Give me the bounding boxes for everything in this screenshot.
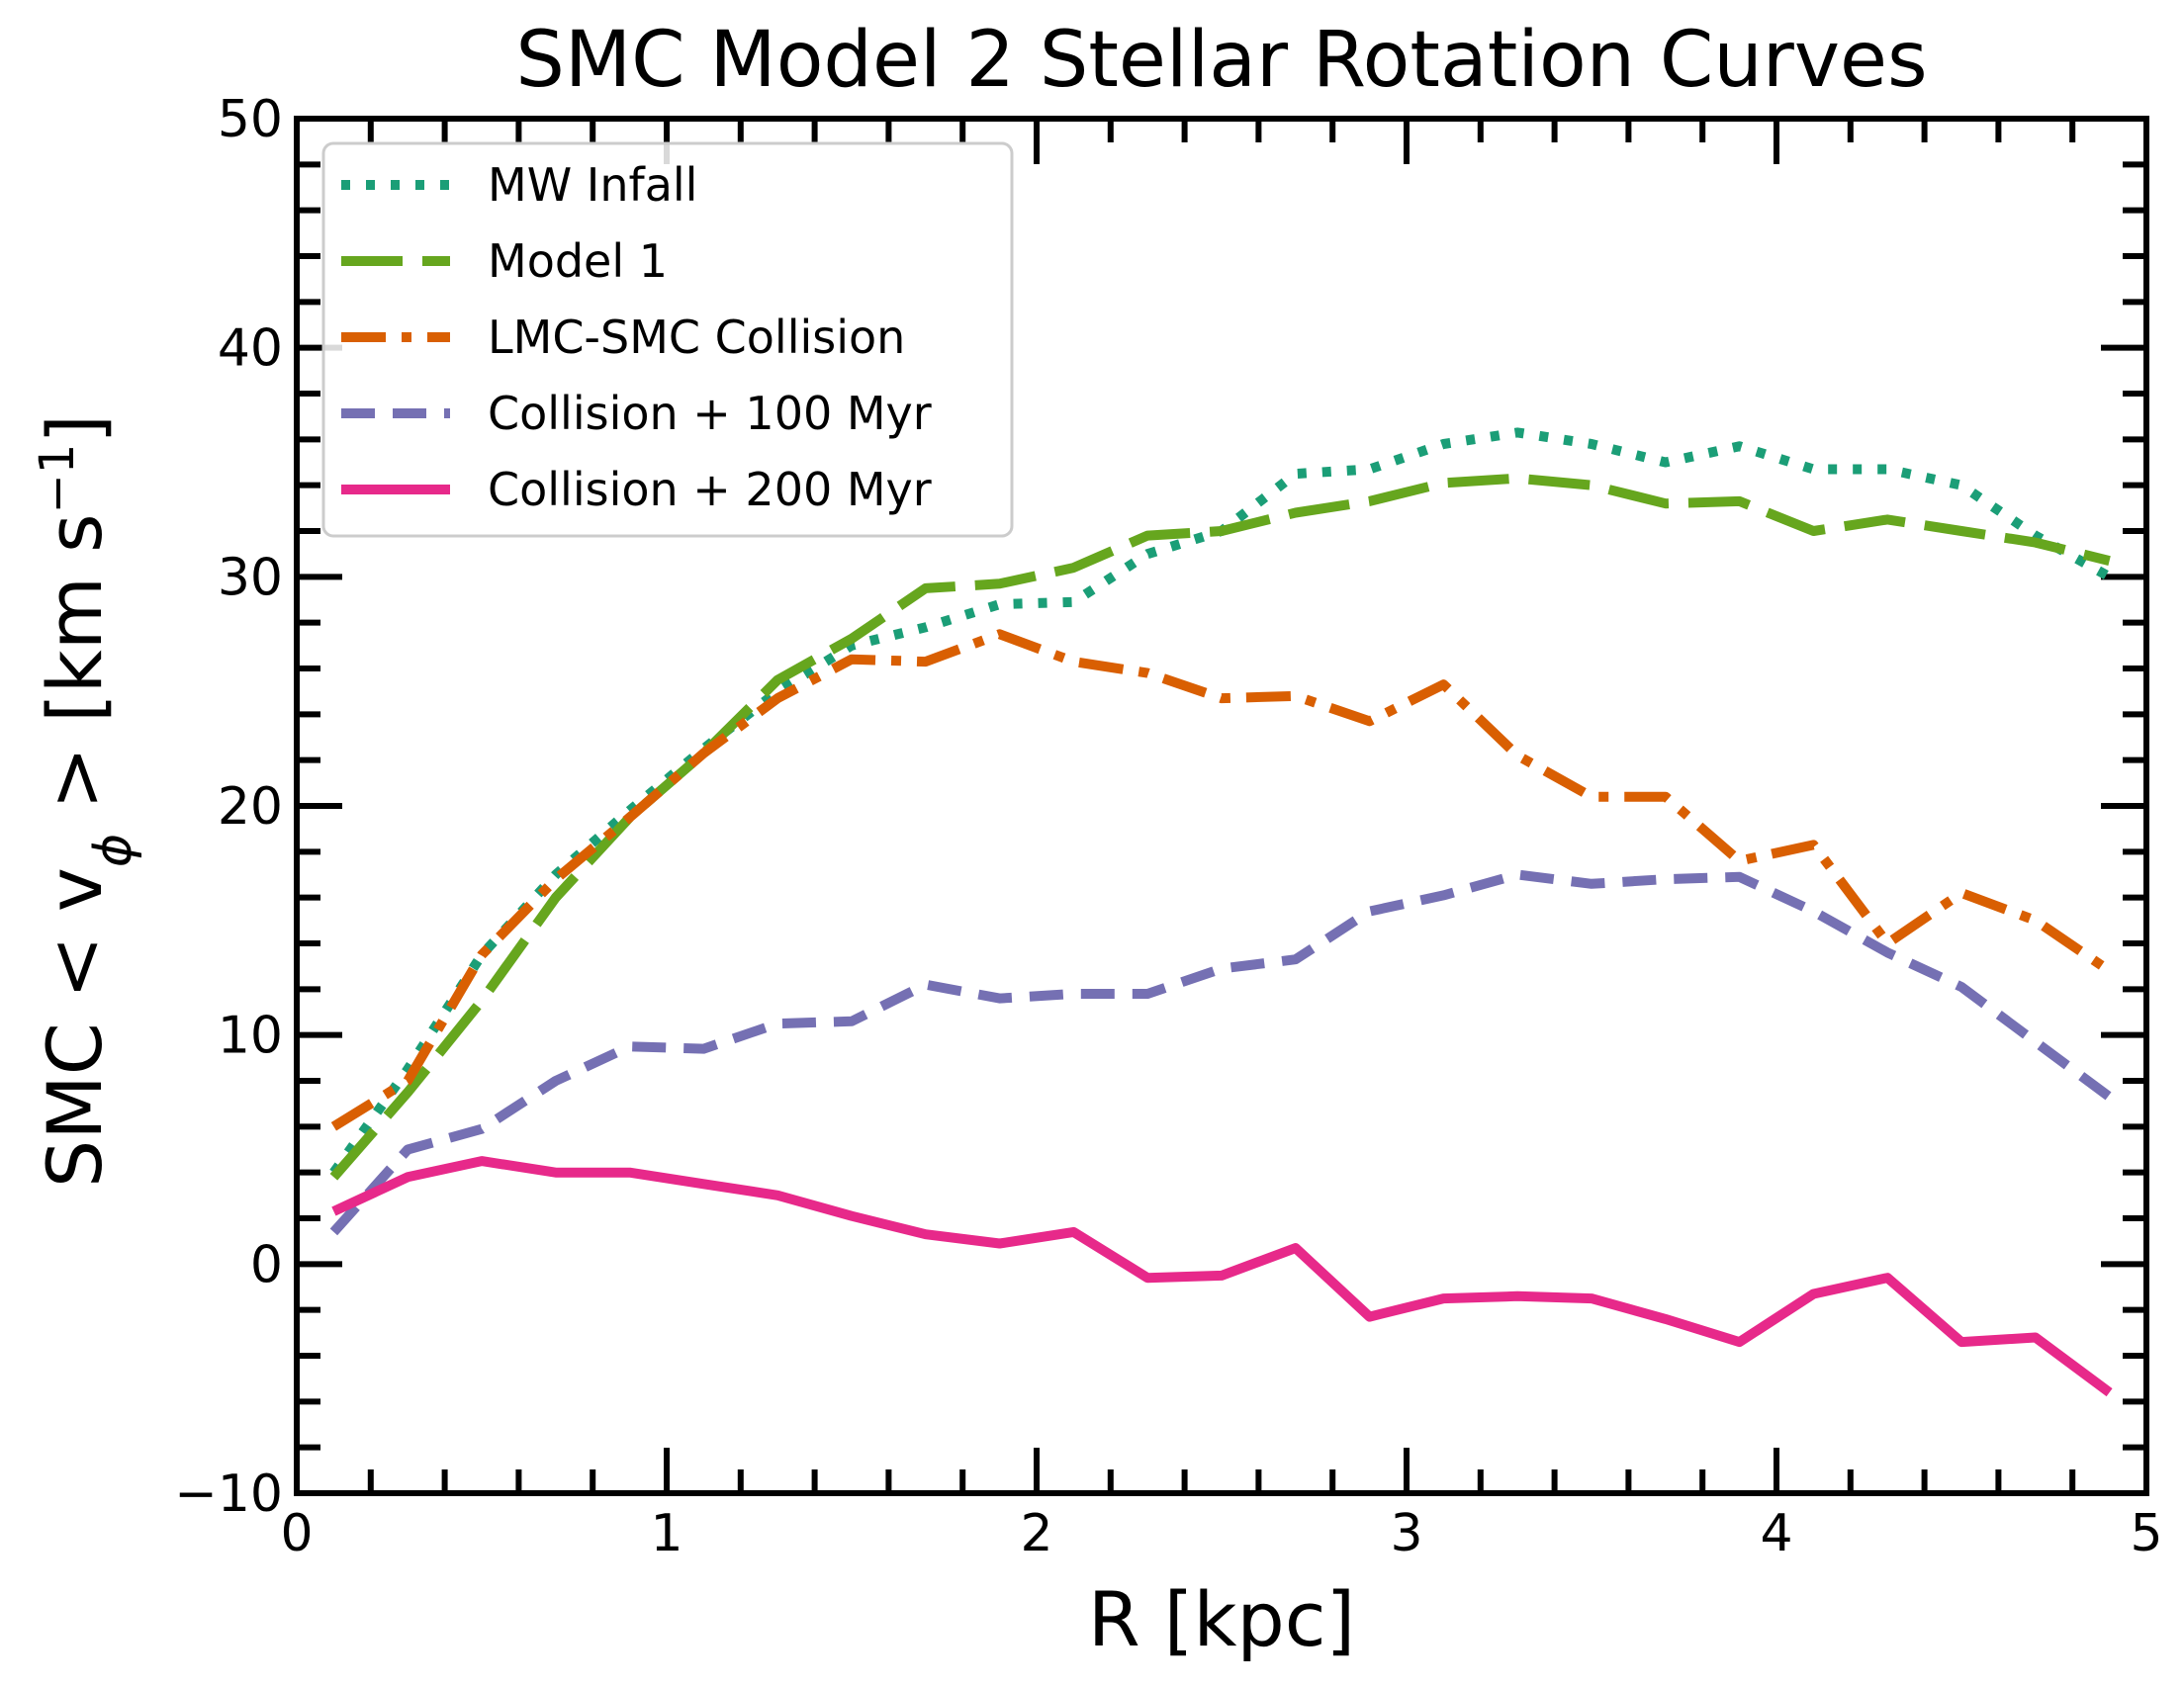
series-line-collision-100-myr — [329, 869, 2113, 1236]
x-tick-label: 2 — [1020, 1504, 1052, 1563]
x-tick-label: 4 — [1760, 1504, 1792, 1563]
y-tick-label: 50 — [218, 90, 283, 149]
x-tick-label: 3 — [1390, 1504, 1422, 1563]
x-tick-label: 1 — [650, 1504, 682, 1563]
y-tick-label: 40 — [218, 319, 283, 379]
ticks — [294, 116, 2149, 1496]
legend-label: Model 1 — [488, 234, 668, 288]
legend-label: Collision + 100 Myr — [488, 387, 932, 440]
legend-label: MW Infall — [488, 158, 697, 212]
y-tick-label: 30 — [218, 548, 283, 607]
y-tick-label: −10 — [174, 1465, 283, 1524]
legend-box — [321, 141, 1014, 538]
chart-title: SMC Model 2 Stellar Rotation Curves — [515, 16, 1927, 105]
series-lines — [329, 427, 2113, 1397]
legend-label: Collision + 200 Myr — [488, 463, 932, 516]
series-line-model-1 — [329, 473, 2111, 1181]
legend-label: LMC-SMC Collision — [488, 311, 905, 364]
y-tick-label: 0 — [250, 1235, 283, 1294]
x-tick-label: 5 — [2130, 1504, 2162, 1563]
y-tick-label: 20 — [218, 777, 283, 837]
y-axis-label: SMC < vϕ > [km s−1] — [30, 414, 143, 1188]
x-tick-label: 0 — [280, 1504, 313, 1563]
series-line-lmc-smc-collision — [330, 629, 2113, 1131]
x-axis-label: R [kpc] — [1088, 1575, 1355, 1663]
legend: MW Infall Model 1 LMC-SMC Collision Collisi… — [321, 141, 1014, 538]
y-tick-label: 10 — [218, 1007, 283, 1066]
series-line-collision-200-myr — [331, 1156, 2113, 1397]
